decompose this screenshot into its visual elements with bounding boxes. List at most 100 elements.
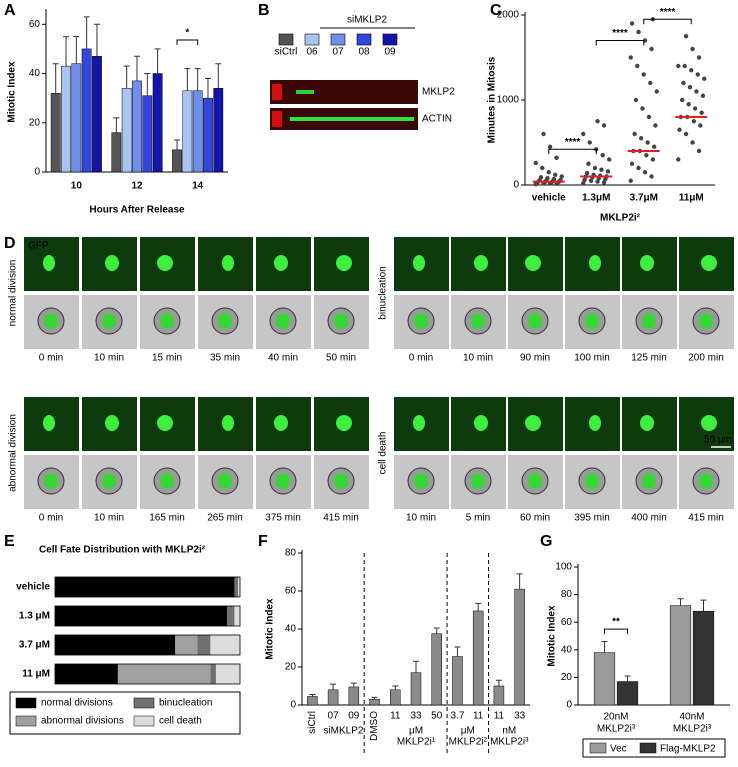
gfp-cell [589, 255, 601, 271]
group-label: MKLP2i³ [490, 737, 529, 748]
legend-swatch [278, 33, 294, 46]
significance-bracket [176, 39, 199, 45]
legend-label: normal divisions [41, 698, 113, 709]
x-tick-label: 20nM [603, 712, 628, 723]
x-tick-label: 40nM [679, 712, 704, 723]
x-tick-label: siCtrl [307, 711, 318, 734]
bar [213, 88, 224, 173]
legend-label: Flag-MKLP2 [660, 744, 716, 755]
time-label: 60 min [520, 513, 550, 524]
time-label: 165 min [149, 513, 185, 524]
marker [272, 84, 282, 100]
bar [203, 97, 213, 173]
cell-gfp [414, 473, 428, 489]
gfp-cell [701, 255, 717, 271]
bar-outline [54, 663, 241, 685]
time-label: 90 min [520, 353, 550, 364]
error-bar [309, 694, 316, 697]
cell-gfp [585, 473, 599, 489]
dot [686, 102, 691, 107]
row-label: normal division [8, 260, 19, 327]
bar [472, 610, 484, 706]
dot [582, 177, 587, 183]
x-tick-label: 09 [348, 711, 360, 722]
dot [702, 76, 707, 81]
error-bar [93, 23, 100, 57]
legend-swatch [356, 33, 372, 46]
dot [648, 80, 653, 86]
x-tick-label: 10 [71, 181, 83, 192]
group-label: MKLP2i² [449, 737, 488, 748]
y-tick-label: 40 [561, 644, 573, 655]
time-label: 50 min [326, 353, 356, 364]
significance-bracket [548, 148, 597, 155]
legend-swatch [330, 33, 346, 46]
error-bar [204, 77, 211, 99]
marker [272, 111, 282, 127]
panel-label: D [4, 235, 16, 252]
dot [551, 176, 557, 182]
error-bar [677, 598, 684, 606]
cell-gfp [218, 473, 232, 489]
y-tick-label: 20 [561, 672, 573, 683]
legend-box [582, 738, 726, 758]
time-label: 10 min [463, 353, 493, 364]
cell-gfp [642, 313, 656, 329]
y-tick-label: 0 [290, 700, 296, 711]
significance-bracket [604, 628, 628, 635]
group-label: μM [461, 726, 475, 737]
time-label: 415 min [323, 513, 359, 524]
bar-outline [54, 605, 241, 627]
bar [142, 95, 153, 173]
error-bar [495, 679, 502, 686]
band [296, 90, 314, 94]
legend-label: 06 [306, 47, 318, 58]
channel-label: GFP [28, 241, 49, 252]
chart-title: Cell Fate Distribution with MKLP2i² [39, 545, 206, 556]
bar-segment [55, 606, 228, 626]
y-tick-label: 0 [34, 167, 40, 178]
time-label: 100 min [574, 353, 610, 364]
dot [690, 46, 695, 52]
bar [616, 681, 639, 706]
dot [690, 140, 695, 145]
gfp-cell [157, 255, 173, 271]
dot [601, 180, 607, 185]
time-label: 10 min [406, 513, 436, 524]
error-bar [184, 68, 191, 91]
x-axis-label: Hours After Release [89, 205, 185, 216]
dot [642, 170, 648, 175]
y-tick-label: 1000 [497, 95, 520, 106]
cell-gfp [334, 473, 348, 489]
x-tick-label: 11 [473, 711, 484, 722]
dot [605, 169, 611, 174]
dot [696, 55, 702, 60]
legend-swatch [133, 715, 155, 727]
dot [533, 160, 538, 166]
bar-segment [227, 606, 235, 626]
gfp-cell [105, 415, 119, 431]
error-bar [392, 685, 399, 690]
dot [691, 119, 697, 124]
dot [695, 72, 700, 77]
cell-gfp [276, 313, 290, 329]
bar-segment [234, 577, 239, 597]
time-label: 400 min [631, 513, 667, 524]
y-tick-label: 60 [29, 19, 41, 30]
dot [696, 148, 702, 154]
dot [653, 123, 658, 128]
group-label: nM [502, 726, 516, 737]
dot [632, 131, 637, 137]
dot [628, 178, 633, 183]
y-tick-label: 2000 [497, 10, 520, 21]
time-label: 125 min [631, 353, 667, 364]
y-axis-label: Mitotic Index [265, 598, 276, 660]
error-bar [134, 55, 140, 81]
bar [514, 588, 525, 706]
dot [698, 123, 703, 128]
bar-segment [215, 664, 240, 684]
dot [553, 172, 558, 177]
legend-swatch [589, 742, 607, 754]
dot [559, 174, 564, 179]
